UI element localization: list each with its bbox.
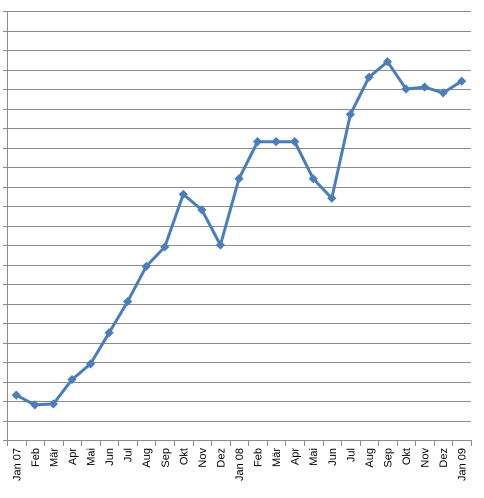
- x-tick-label: Sep: [160, 448, 172, 468]
- x-tick-label: Sep: [382, 448, 394, 468]
- x-tick-labels: Jan 07 Feb Mär Apr Mai Jun Jul Aug Sep Okt Nov Dez J…: [11, 448, 468, 482]
- data-point: [141, 261, 151, 272]
- data-point: [382, 57, 393, 67]
- x-tick-label: Dez: [438, 448, 450, 468]
- data-point: [123, 296, 133, 307]
- data-point: [11, 390, 21, 400]
- data-point: [85, 359, 96, 369]
- x-tick-label: Nov: [197, 448, 209, 468]
- data-point: [345, 109, 355, 119]
- x-tick-label: Jan 08: [234, 448, 246, 481]
- x-tick-label: Dez: [215, 448, 227, 468]
- data-point: [401, 84, 411, 94]
- x-tick-label: Jan 09: [457, 448, 469, 481]
- data-point: [252, 137, 263, 147]
- data-point: [308, 174, 318, 184]
- data-point: [48, 399, 58, 409]
- data-point: [438, 88, 448, 98]
- x-tick-label: Mai: [86, 448, 98, 466]
- data-point: [290, 137, 300, 147]
- x-tick-label: Okt: [178, 448, 190, 465]
- data-point: [215, 240, 226, 250]
- x-tick-label: Okt: [401, 448, 413, 465]
- data-point: [178, 189, 188, 199]
- x-tick-label: Mai: [308, 448, 320, 466]
- x-tick-label: Aug: [364, 448, 376, 468]
- data-point: [420, 82, 430, 92]
- x-tick-label: Feb: [253, 448, 265, 467]
- x-tick-label: Jan 07: [11, 448, 23, 481]
- x-tick-label: Apr: [290, 448, 302, 465]
- data-point: [30, 400, 40, 410]
- series-layer: [11, 57, 467, 410]
- data-point: [271, 137, 281, 147]
- data-point: [160, 242, 170, 252]
- x-tick-label: Mär: [271, 448, 283, 467]
- x-tick-label: Jun: [104, 448, 116, 466]
- data-point: [364, 72, 374, 82]
- data-point: [104, 328, 114, 338]
- x-tick-label: Nov: [420, 448, 432, 468]
- gridlines: [7, 11, 471, 422]
- x-tick-label: Aug: [141, 448, 153, 468]
- x-tick-label: Jul: [345, 448, 357, 462]
- x-tick-label: Apr: [67, 448, 79, 465]
- x-tick-label: Mär: [48, 448, 60, 467]
- x-tick-label: Feb: [30, 448, 42, 467]
- series-line: [14, 60, 464, 407]
- data-point: [234, 174, 244, 184]
- data-point: [197, 205, 207, 215]
- x-tick-label: Jul: [123, 448, 135, 462]
- data-point: [457, 76, 467, 86]
- x-tick-label: Jun: [327, 448, 339, 466]
- data-point: [67, 374, 77, 385]
- data-point: [327, 193, 337, 203]
- axes: [3, 11, 472, 446]
